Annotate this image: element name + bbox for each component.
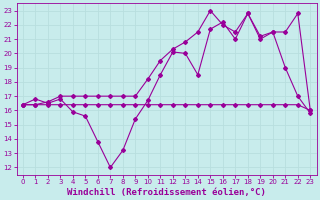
- X-axis label: Windchill (Refroidissement éolien,°C): Windchill (Refroidissement éolien,°C): [67, 188, 266, 197]
